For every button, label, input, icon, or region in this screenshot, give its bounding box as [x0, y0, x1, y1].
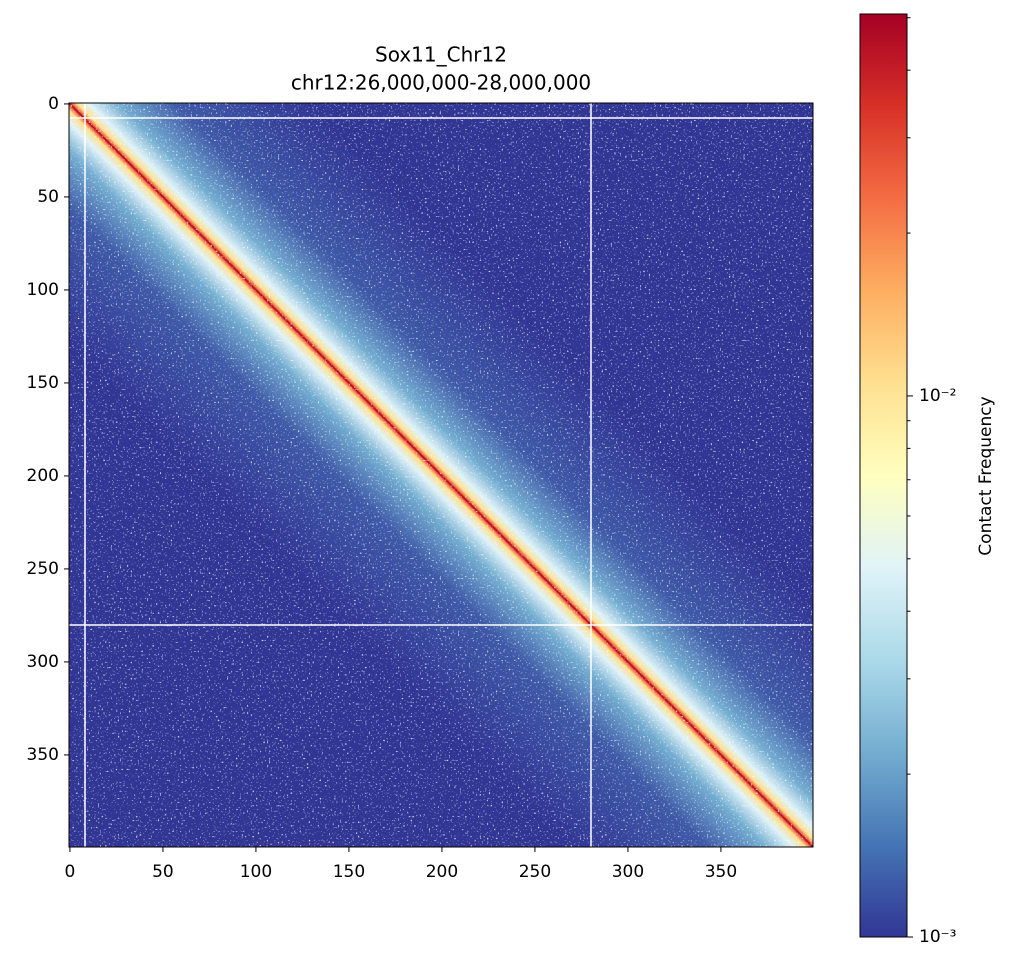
y-tick-label: 250 — [27, 559, 59, 579]
y-tick-label: 350 — [27, 745, 59, 765]
chart-subtitle: chr12:26,000,000-28,000,000 — [291, 71, 591, 95]
y-tick-label: 200 — [27, 466, 59, 486]
y-tick-label: 50 — [37, 187, 59, 207]
x-tick-label: 0 — [65, 862, 76, 882]
x-tick-label: 200 — [426, 862, 458, 882]
x-tick-label: 100 — [240, 862, 272, 882]
chart-title: Sox11_Chr12 — [375, 43, 507, 67]
colorbar-tick-label: 10⁻² — [919, 386, 956, 406]
heatmap-image — [69, 103, 813, 847]
x-tick-label: 300 — [612, 862, 644, 882]
x-tick-label: 250 — [519, 862, 551, 882]
colorbar-tick-label: 10⁻³ — [919, 927, 956, 947]
y-tick-label: 150 — [27, 373, 59, 393]
y-tick-label: 0 — [48, 94, 59, 114]
y-tick-label: 100 — [27, 280, 59, 300]
axes-frame — [68, 102, 814, 848]
x-tick-label: 150 — [333, 862, 365, 882]
colorbar-label: Contact Frequency — [976, 396, 996, 555]
x-tick-label: 50 — [152, 862, 174, 882]
colorbar — [859, 13, 908, 938]
y-tick-label: 300 — [27, 652, 59, 672]
x-tick-label: 350 — [705, 862, 737, 882]
